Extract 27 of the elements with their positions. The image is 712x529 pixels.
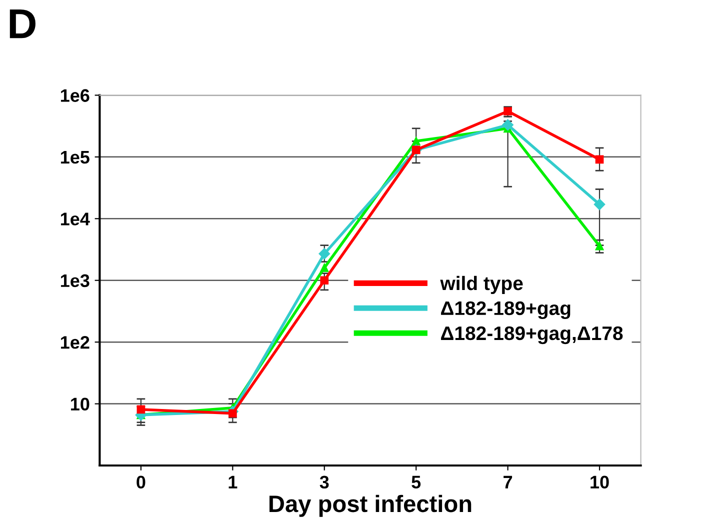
legend-label: Δ182-189+gag bbox=[441, 301, 570, 320]
point bbox=[595, 242, 604, 250]
chart-title: D bbox=[10, 9, 36, 38]
x-tick-label: 10 bbox=[590, 476, 609, 489]
point bbox=[136, 405, 146, 414]
y-tick-label: 1e3 bbox=[60, 274, 90, 288]
point bbox=[228, 409, 237, 418]
y-tick-label: 1e4 bbox=[60, 212, 90, 226]
point bbox=[318, 248, 330, 260]
y-tick-label: 10 bbox=[71, 398, 90, 411]
x-tick-label: 3 bbox=[320, 476, 329, 489]
point bbox=[320, 276, 329, 285]
y-tick-label: 1e6 bbox=[60, 89, 90, 102]
x-axis-title: Day post infection bbox=[270, 494, 472, 517]
legend-label: wild type bbox=[440, 276, 523, 294]
point bbox=[595, 155, 604, 164]
x-tick-label: 7 bbox=[504, 476, 512, 488]
x-tick-label: 0 bbox=[136, 476, 146, 489]
x-tick-label: 5 bbox=[412, 476, 421, 489]
legend-label: Δ182-189+gag,Δ178 bbox=[441, 326, 623, 344]
y-tick-label: 1e5 bbox=[60, 151, 90, 164]
y-tick-label: 1e2 bbox=[60, 336, 90, 349]
x-tick-label: 1 bbox=[228, 476, 238, 488]
point bbox=[594, 198, 606, 210]
point bbox=[502, 119, 514, 131]
point bbox=[412, 137, 420, 146]
point bbox=[320, 264, 329, 272]
